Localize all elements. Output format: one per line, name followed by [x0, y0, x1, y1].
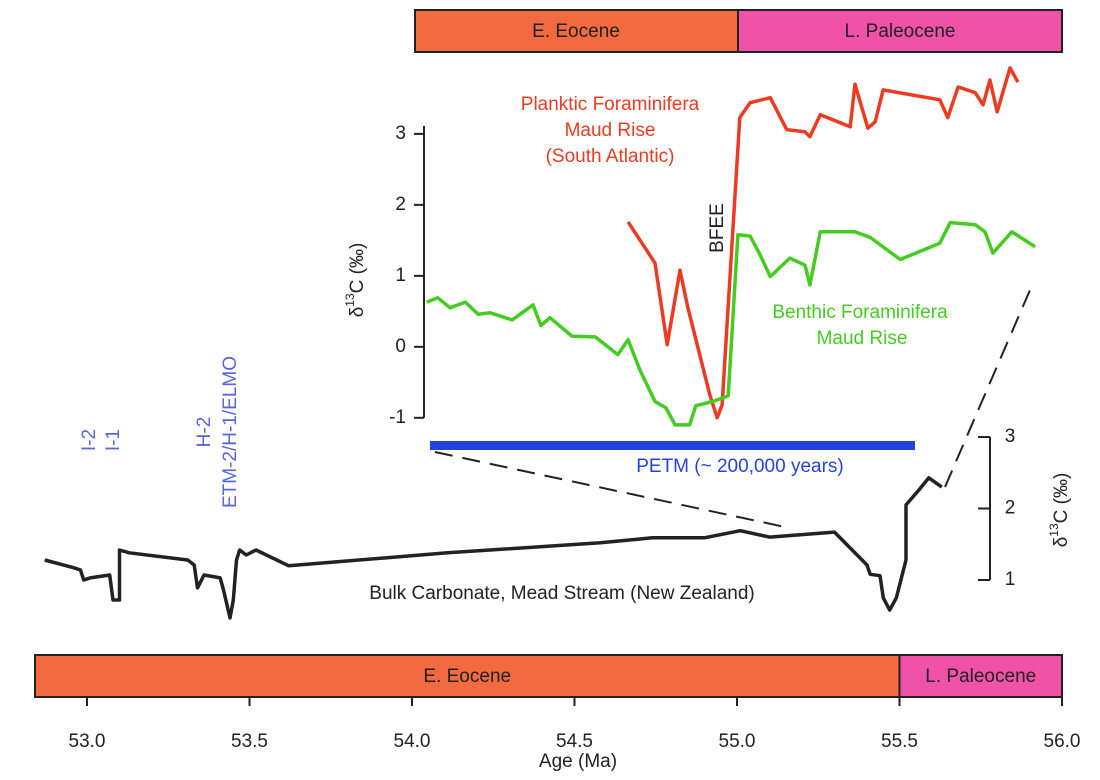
y-axis-title: δ13C (‰): [1047, 473, 1072, 548]
series-label: Maud Rise: [817, 328, 908, 349]
y-tick-label: 3: [1005, 426, 1016, 447]
period-label: E. Eocene: [532, 21, 620, 42]
y-tick-label: 1: [395, 265, 406, 286]
y-tick-label: -1: [389, 407, 406, 428]
connector: [434, 451, 786, 528]
y-title-part: δ: [1051, 537, 1072, 548]
y-title-part: C (‰): [347, 243, 368, 294]
series-label: Bulk Carbonate, Mead Stream (New Zealand…: [369, 583, 754, 604]
y-title-part: C (‰): [1051, 473, 1072, 524]
period-label: L. Paleocene: [925, 666, 1036, 687]
period-label: L. Paleocene: [845, 21, 956, 42]
period-box: [898, 654, 1063, 698]
event-label: ETM-2/H-1/ELMO: [220, 356, 241, 508]
x-tick-label: 55.5: [881, 731, 918, 752]
y-tick-label: 2: [395, 194, 406, 215]
event-label: I-1: [103, 429, 124, 451]
period-box: [414, 9, 739, 53]
series-label: (South Atlantic): [546, 146, 675, 167]
y-tick-label: 1: [1005, 569, 1016, 590]
y-title-part: 13: [343, 293, 357, 307]
x-tick-label: 56.0: [1044, 731, 1081, 752]
data-line: [626, 66, 1020, 420]
x-tick-label: 53.5: [231, 731, 268, 752]
event-label: H-2: [194, 417, 215, 448]
y-axis-title: δ13C (‰): [343, 243, 368, 318]
period-box: [34, 654, 901, 698]
period-label: E. Eocene: [423, 666, 511, 687]
y-tick-label: 3: [395, 123, 406, 144]
x-tick-label: 55.0: [719, 731, 756, 752]
data-line: [426, 220, 1036, 427]
x-tick-label: 54.0: [394, 731, 431, 752]
bfee-label: BFEE: [707, 203, 728, 253]
x-tick-label: 53.0: [69, 731, 106, 752]
event-label: I-2: [79, 429, 100, 451]
petm-label: PETM (~ 200,000 years): [636, 456, 844, 477]
x-axis-title: Age (Ma): [539, 751, 617, 772]
connector: [944, 289, 1031, 488]
y-title-part: δ: [347, 307, 368, 318]
series-label: Planktic Foraminifera: [521, 94, 700, 115]
y-tick-label: 0: [395, 336, 406, 357]
series-label: Benthic Foraminifera: [772, 302, 948, 323]
data-line: [44, 476, 943, 620]
petm-bar: [430, 441, 915, 450]
y-title-part: 13: [1047, 523, 1061, 537]
period-box: [737, 9, 1063, 53]
y-tick-label: 2: [1005, 498, 1016, 519]
x-tick-label: 54.5: [556, 731, 593, 752]
series-label: Maud Rise: [565, 120, 656, 141]
